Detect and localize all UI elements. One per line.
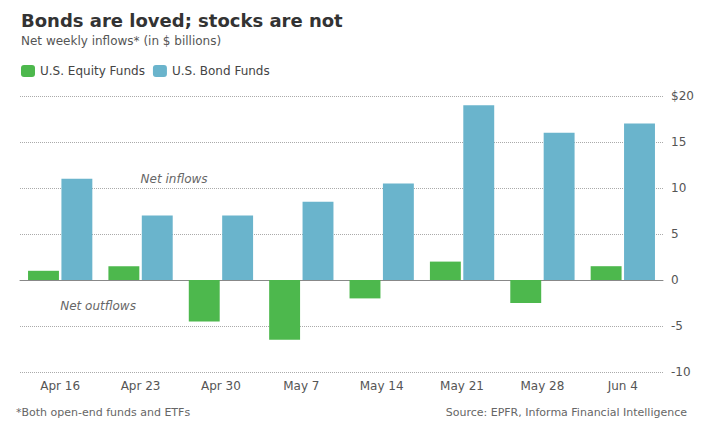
svg-text:Jun 4: Jun 4 (607, 379, 638, 393)
svg-text:$20: $20 (671, 89, 694, 103)
svg-text:Apr 16: Apr 16 (40, 379, 80, 393)
svg-text:-5: -5 (671, 319, 683, 333)
svg-text:Net outflows: Net outflows (60, 299, 136, 313)
svg-text:May 21: May 21 (440, 379, 484, 393)
svg-text:15: 15 (671, 135, 686, 149)
svg-text:5: 5 (671, 227, 679, 241)
svg-text:May 14: May 14 (360, 379, 404, 393)
svg-text:Apr 23: Apr 23 (121, 379, 161, 393)
svg-text:Net weekly inflows* (in $ bill: Net weekly inflows* (in $ billions) (21, 34, 221, 48)
svg-text:May 7: May 7 (283, 379, 319, 393)
svg-text:U.S. Equity Funds: U.S. Equity Funds (40, 64, 145, 78)
svg-text:Net inflows: Net inflows (141, 172, 208, 186)
svg-text:Apr 30: Apr 30 (201, 379, 241, 393)
svg-text:U.S. Bond Funds: U.S. Bond Funds (172, 64, 270, 78)
svg-text:10: 10 (671, 181, 686, 195)
svg-text:-10: -10 (671, 365, 691, 379)
svg-text:Source: EPFR, Informa Financia: Source: EPFR, Informa Financial Intellig… (446, 406, 688, 419)
svg-text:Bonds are loved; stocks are no: Bonds are loved; stocks are not (21, 10, 343, 31)
svg-text:*Both open-end funds and ETFs: *Both open-end funds and ETFs (16, 406, 190, 419)
svg-text:0: 0 (671, 273, 679, 287)
svg-text:May 28: May 28 (520, 379, 564, 393)
